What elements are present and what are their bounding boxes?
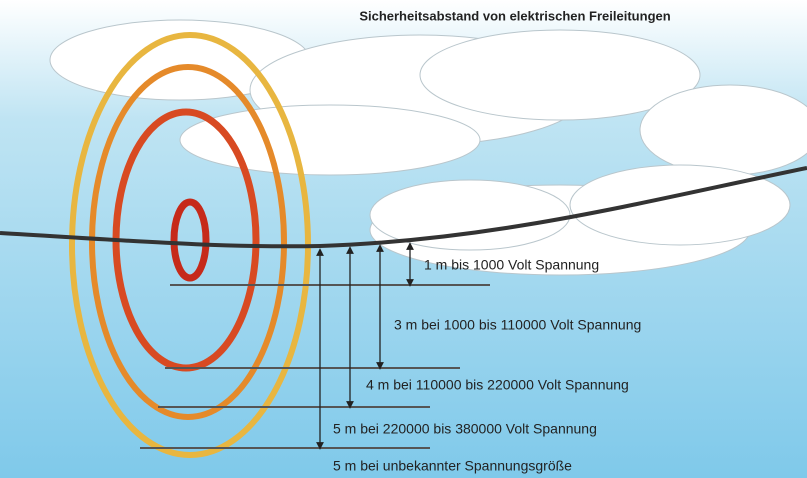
label: 4 m bei 110000 bis 220000 Volt Spannung [366,377,629,393]
label: 1 m bis 1000 Volt Spannung [424,257,599,273]
title: Sicherheitsabstand von elektrischen Frei… [359,8,670,23]
label: 5 m bei 220000 bis 380000 Volt Spannung [333,421,597,437]
illustration: Sicherheitsabstand von elektrischen Frei… [0,0,807,478]
label: 3 m bei 1000 bis 110000 Volt Spannung [394,317,641,333]
label: 5 m bei unbekannter Spannungsgröße [333,458,572,474]
